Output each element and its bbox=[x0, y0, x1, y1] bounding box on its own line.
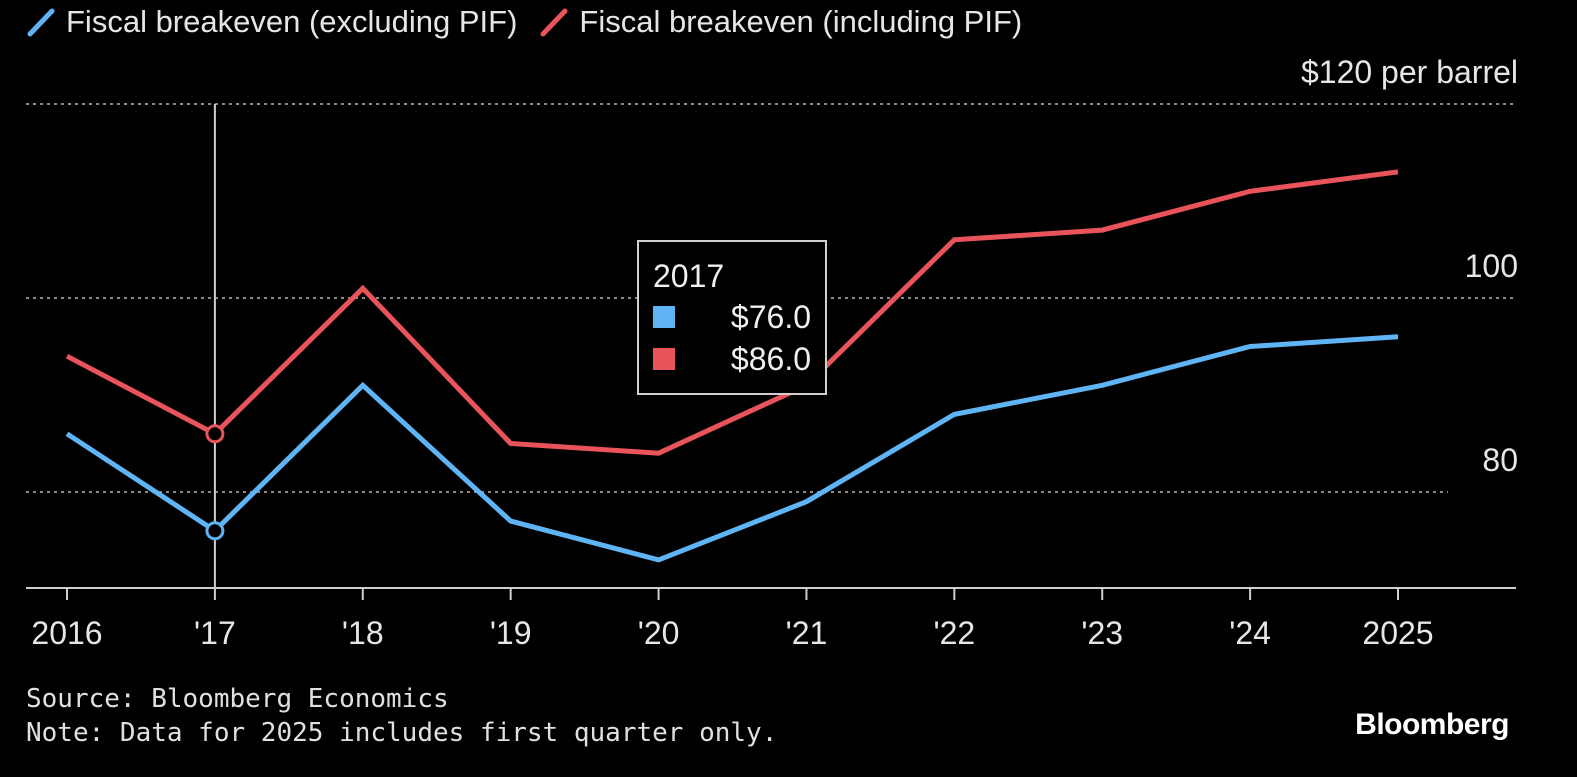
x-tick-label: '17 bbox=[194, 615, 236, 651]
x-tick-label: '22 bbox=[933, 615, 975, 651]
x-tick-label: 2016 bbox=[31, 615, 102, 651]
tooltip-title: 2017 bbox=[653, 258, 725, 294]
y-axis-unit-label: $120 per barrel bbox=[1301, 54, 1518, 90]
square-swatch-icon bbox=[653, 348, 675, 370]
data-note: Note: Data for 2025 includes first quart… bbox=[26, 718, 778, 748]
data-point-marker bbox=[205, 424, 225, 444]
x-tick-label: '19 bbox=[490, 615, 532, 651]
x-tick-label: '18 bbox=[342, 615, 384, 651]
legend-item-excluding-pif[interactable]: Fiscal breakeven (excluding PIF) bbox=[26, 4, 517, 40]
y-tick-label: 100 bbox=[1465, 248, 1518, 284]
legend-item-including-pif[interactable]: Fiscal breakeven (including PIF) bbox=[539, 4, 1022, 40]
axis-labels: 80 100 $120 per barrel 2016 '17 '18 '19 '20 '21 '… bbox=[31, 54, 1518, 651]
series-lines bbox=[65, 169, 1399, 563]
hover-tooltip: 2017 $76.0 $86.0 bbox=[637, 240, 827, 395]
data-point-marker bbox=[205, 521, 225, 541]
x-tick-label: '23 bbox=[1081, 615, 1123, 651]
series-line-excluding-pif bbox=[65, 334, 1399, 563]
x-tick-label: '24 bbox=[1229, 615, 1271, 651]
hover-markers bbox=[205, 424, 225, 541]
tooltip-row-excluding-pif: $76.0 bbox=[653, 296, 811, 338]
line-chart[interactable]: 80 100 $120 per barrel 2016 '17 '18 '19 '20 '21 '… bbox=[0, 0, 1577, 680]
y-tick-label: 80 bbox=[1482, 442, 1518, 478]
tooltip-row-including-pif: $86.0 bbox=[653, 338, 811, 380]
diagonal-line-icon bbox=[540, 8, 568, 37]
chart-footer: Source: Bloomberg Economics Note: Data f… bbox=[26, 682, 777, 750]
chart-legend: Fiscal breakeven (excluding PIF) Fiscal … bbox=[26, 0, 1044, 44]
x-tick-label: 2025 bbox=[1362, 615, 1433, 651]
diagonal-line-icon bbox=[27, 8, 55, 37]
source-note: Source: Bloomberg Economics bbox=[26, 684, 449, 714]
tooltip-value-excluding-pif: $76.0 bbox=[730, 298, 811, 335]
x-tick-label: '20 bbox=[638, 615, 680, 651]
x-tick-label: '21 bbox=[786, 615, 828, 651]
legend-label-including-pif: Fiscal breakeven (including PIF) bbox=[579, 4, 1023, 39]
square-swatch-icon bbox=[653, 306, 675, 328]
legend-label-excluding-pif: Fiscal breakeven (excluding PIF) bbox=[66, 4, 518, 39]
series-line-including-pif bbox=[65, 169, 1399, 456]
bloomberg-logo: Bloomberg bbox=[1355, 708, 1509, 741]
x-axis bbox=[26, 587, 1516, 600]
tooltip-value-including-pif: $86.0 bbox=[730, 340, 811, 377]
